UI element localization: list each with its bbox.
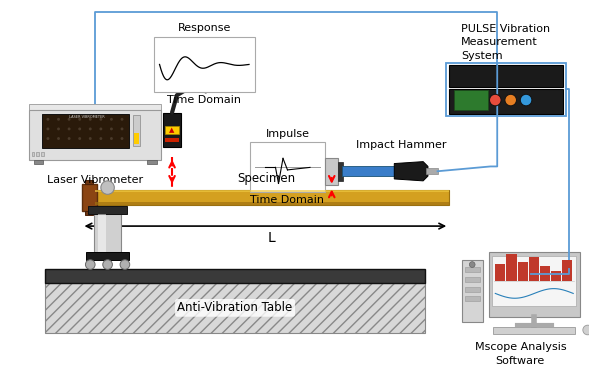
Circle shape — [120, 260, 130, 269]
Circle shape — [57, 137, 60, 140]
Bar — [95, 190, 449, 205]
Bar — [338, 162, 343, 181]
Bar — [461, 260, 483, 322]
Circle shape — [68, 118, 71, 121]
Bar — [529, 257, 539, 281]
Bar — [551, 271, 561, 281]
Text: Time Domain: Time Domain — [167, 95, 241, 105]
Bar — [464, 277, 480, 282]
Text: Impulse: Impulse — [265, 128, 310, 138]
Text: ▲: ▲ — [169, 127, 175, 133]
Bar — [250, 142, 325, 192]
Circle shape — [100, 137, 102, 140]
Bar — [166, 126, 179, 134]
Bar — [37, 152, 39, 156]
Bar — [449, 89, 563, 113]
Circle shape — [46, 127, 49, 130]
Bar — [95, 190, 449, 192]
Bar — [464, 296, 480, 301]
Text: LASER VIBROMETER: LASER VIBROMETER — [68, 116, 104, 120]
Bar — [29, 104, 161, 110]
Circle shape — [110, 118, 113, 121]
Circle shape — [78, 127, 81, 130]
Bar — [495, 263, 505, 281]
Text: Specimen: Specimen — [237, 172, 295, 185]
Bar — [540, 266, 550, 281]
Bar — [464, 268, 480, 272]
Bar — [343, 166, 395, 176]
Bar — [493, 256, 576, 306]
Circle shape — [68, 137, 71, 140]
Bar — [42, 113, 129, 148]
Bar — [166, 138, 179, 142]
Bar — [506, 254, 517, 281]
Bar — [154, 36, 255, 92]
Text: Anti-Vibration Table: Anti-Vibration Table — [178, 301, 293, 314]
Text: PULSE Vibration
Measurement
System: PULSE Vibration Measurement System — [461, 24, 550, 61]
Polygon shape — [394, 162, 428, 181]
Circle shape — [68, 127, 71, 130]
Bar — [32, 152, 34, 156]
Bar — [449, 66, 563, 86]
Circle shape — [103, 260, 112, 269]
Bar — [41, 152, 44, 156]
Bar — [488, 252, 580, 318]
Bar — [562, 260, 572, 281]
Text: Laser Vibrometer: Laser Vibrometer — [47, 175, 143, 185]
Bar — [464, 287, 480, 291]
Bar — [133, 116, 140, 146]
Bar — [85, 180, 93, 184]
Circle shape — [78, 118, 81, 121]
Circle shape — [490, 94, 501, 106]
Circle shape — [121, 127, 124, 130]
Bar — [163, 113, 181, 147]
Bar — [88, 206, 127, 213]
Circle shape — [89, 127, 92, 130]
Circle shape — [583, 325, 592, 335]
Circle shape — [110, 127, 113, 130]
Bar — [34, 160, 43, 163]
Circle shape — [46, 137, 49, 140]
Bar — [86, 252, 129, 260]
Bar — [446, 63, 566, 116]
Circle shape — [85, 260, 95, 269]
Bar — [82, 184, 97, 211]
Text: Time Domain: Time Domain — [250, 195, 325, 205]
Circle shape — [78, 137, 81, 140]
Bar — [518, 262, 528, 281]
Bar — [29, 110, 161, 160]
Bar — [325, 158, 338, 185]
Circle shape — [101, 181, 115, 194]
Bar — [98, 213, 106, 252]
Bar — [454, 91, 488, 110]
Bar — [45, 283, 425, 333]
Bar — [134, 133, 139, 144]
Bar — [493, 327, 575, 334]
Circle shape — [100, 118, 102, 121]
Circle shape — [121, 137, 124, 140]
Bar — [45, 269, 425, 283]
Circle shape — [89, 118, 92, 121]
Circle shape — [110, 137, 113, 140]
Bar — [147, 160, 157, 163]
Bar — [95, 202, 449, 205]
Text: Mscope Analysis
Software: Mscope Analysis Software — [475, 343, 566, 366]
Circle shape — [46, 118, 49, 121]
Circle shape — [100, 127, 102, 130]
Circle shape — [505, 94, 517, 106]
Bar — [94, 213, 121, 252]
Text: L: L — [267, 231, 275, 245]
Circle shape — [57, 118, 60, 121]
Bar — [85, 211, 93, 215]
Bar — [426, 169, 437, 174]
Circle shape — [121, 118, 124, 121]
Circle shape — [469, 262, 475, 268]
Circle shape — [89, 137, 92, 140]
Circle shape — [520, 94, 532, 106]
Text: Impact Hammer: Impact Hammer — [356, 140, 446, 150]
Text: Response: Response — [178, 23, 231, 33]
Circle shape — [57, 127, 60, 130]
